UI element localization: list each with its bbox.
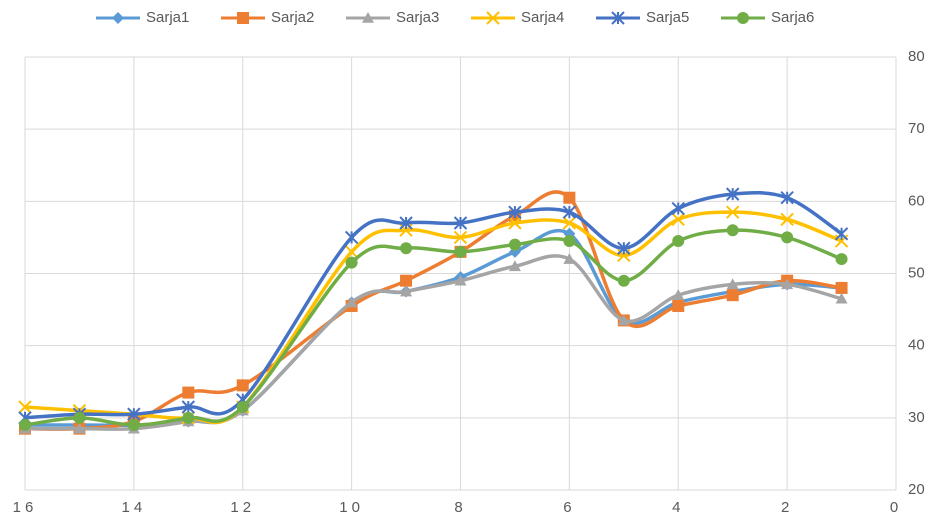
marker [725,187,740,201]
line [24,190,843,420]
legend-label: Sarja1 [146,9,189,26]
series [18,205,849,425]
marker [508,260,521,272]
marker [19,419,31,432]
x-tick-label: 0 [890,499,902,516]
marker [400,242,413,255]
marker [236,401,249,414]
marker [672,235,685,248]
marker [737,12,749,24]
marker [508,238,521,251]
marker [611,11,625,25]
x-tick-label: 16 [13,499,38,516]
marker [781,231,794,244]
y-tick-label: 20 [908,481,925,498]
y-tick-label: 70 [908,120,925,137]
marker [563,235,576,248]
marker [725,205,740,219]
marker [127,419,140,432]
marker [345,296,358,308]
marker [127,407,141,421]
marker [562,216,577,230]
marker [486,11,500,25]
marker [617,314,630,326]
marker [454,274,467,286]
series [19,227,848,432]
marker [562,205,577,219]
marker [726,224,739,237]
y-tick-label: 40 [908,337,925,354]
legend: Sarja1 Sarja2 Sarja3 Sarja4 Sarja5 Sarja6 [96,9,814,26]
marker [672,299,685,312]
y-tick-label: 80 [908,48,925,65]
marker [563,253,576,264]
x-tick-label: 10 [339,499,364,516]
x-tick-label: 4 [672,499,684,516]
marker [454,245,467,258]
marker [344,245,359,259]
marker [781,278,794,290]
marker [453,216,468,230]
marker [181,400,196,414]
marker [345,256,358,269]
marker [73,422,86,434]
series [19,224,848,432]
legend-label: Sarja6 [771,9,814,26]
x-tick-label: 8 [454,499,466,516]
marker [400,285,413,297]
x-tick-label: 2 [781,499,793,516]
marker [73,411,86,424]
legend-label: Sarja2 [271,9,314,26]
marker [617,274,630,287]
marker [835,292,848,304]
marker [182,411,195,424]
y-tick-label: 50 [908,264,925,281]
marker [112,12,124,24]
marker [400,274,413,287]
marker [780,191,794,205]
marker [236,379,249,392]
marker [508,205,522,219]
legend-label: Sarja4 [521,9,564,26]
marker [834,227,849,241]
marker [344,230,359,245]
marker [362,12,374,23]
y-tick-label: 30 [908,409,925,426]
line [24,190,842,431]
line [24,228,842,428]
marker [563,191,576,204]
marker [671,201,685,216]
x-tick-label: 14 [122,499,147,516]
marker [18,400,32,414]
marker [835,281,848,294]
line [24,254,843,431]
marker [726,278,739,290]
series [18,187,849,425]
marker [617,241,631,255]
marker [399,216,413,230]
marker [671,212,685,227]
marker [780,212,794,227]
marker [453,230,468,245]
series [19,190,848,435]
line [24,228,843,427]
marker [237,12,249,24]
series [19,253,848,434]
marker [508,216,522,230]
x-tick-label: 12 [230,499,255,516]
line [24,210,843,425]
marker [182,386,195,399]
legend-label: Sarja3 [396,9,439,26]
marker [726,289,739,302]
legend-label: Sarja5 [646,9,689,26]
marker [835,253,848,266]
x-tick-label: 6 [563,499,575,516]
marker [672,289,685,300]
y-tick-label: 60 [908,192,925,209]
